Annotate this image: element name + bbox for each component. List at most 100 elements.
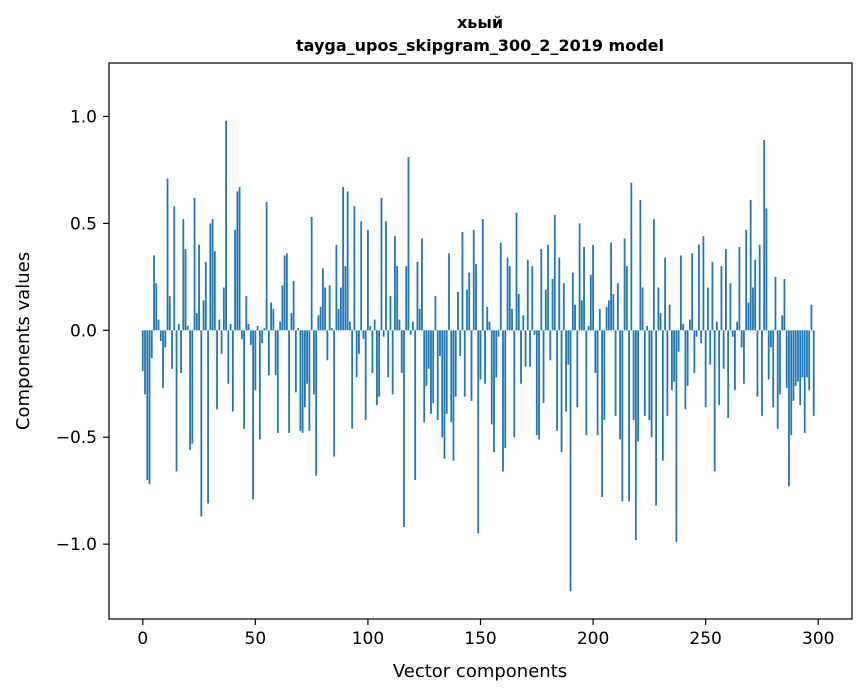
bar-238 (677, 330, 680, 352)
bar-234 (668, 304, 671, 331)
bar-192 (574, 304, 576, 331)
bar-60 (276, 330, 279, 433)
bar-206 (605, 306, 608, 331)
bar-236 (673, 330, 676, 382)
bar-82 (326, 330, 329, 361)
x-axis-label: Vector components (393, 661, 567, 682)
bar-173 (531, 266, 534, 331)
bar-164 (511, 308, 513, 331)
bar-37 (225, 120, 227, 331)
bar-263 (734, 330, 736, 391)
bar-128 (430, 330, 432, 414)
bar-3 (148, 330, 151, 485)
bar-167 (517, 293, 520, 331)
bar-58 (272, 308, 275, 331)
bar-291 (797, 330, 799, 382)
bar-5 (153, 255, 155, 331)
bar-90 (344, 266, 347, 331)
bar-31 (211, 219, 214, 331)
bar-97 (360, 221, 363, 331)
bar-216 (628, 330, 630, 502)
bar-224 (646, 326, 649, 331)
bar-273 (756, 330, 759, 397)
bar-248 (700, 330, 703, 344)
x-tick-label: 50 (245, 629, 267, 649)
bar-147 (472, 229, 475, 331)
bar-92 (349, 321, 351, 331)
x-tick-label: 300 (802, 629, 834, 649)
bar-84 (331, 328, 333, 331)
bar-183 (553, 214, 556, 331)
bar-21 (189, 330, 191, 451)
bar-264 (736, 321, 739, 331)
bar-137 (450, 330, 453, 423)
bar-233 (666, 330, 669, 416)
bar-281 (774, 276, 777, 331)
bar-276 (763, 139, 766, 331)
bar-129 (432, 330, 435, 404)
bar-231 (661, 330, 664, 461)
y-tick-label: −0.5 (56, 428, 97, 448)
bar-148 (475, 264, 477, 331)
x-tick-label: 0 (137, 629, 148, 649)
bar-226 (650, 330, 653, 438)
bar-99 (364, 330, 367, 421)
bar-52 (258, 330, 261, 440)
bar-297 (810, 304, 813, 331)
bar-295 (806, 330, 808, 378)
bar-161 (504, 330, 507, 448)
bar-75 (310, 216, 313, 331)
bar-139 (454, 330, 457, 397)
bar-27 (202, 300, 205, 331)
bar-235 (670, 330, 673, 391)
y-tick-label: 0.5 (70, 214, 97, 234)
bar-15 (175, 330, 178, 472)
bar-11 (166, 178, 169, 331)
bar-53 (261, 330, 263, 344)
bar-282 (776, 330, 779, 429)
bar-287 (788, 330, 790, 487)
bar-163 (508, 266, 511, 331)
bar-230 (659, 313, 662, 331)
y-axis-label: Components values (13, 252, 34, 430)
bar-270 (749, 199, 752, 331)
bar-293 (801, 330, 804, 378)
bar-237 (675, 330, 678, 543)
bar-30 (209, 223, 212, 331)
bar-123 (418, 308, 421, 331)
bar-212 (619, 330, 621, 440)
bar-229 (657, 287, 660, 331)
y-tick-label: −1.0 (56, 535, 97, 555)
bar-125 (423, 330, 426, 423)
bar-272 (754, 259, 757, 331)
bar-14 (173, 206, 176, 331)
bar-294 (803, 330, 806, 433)
bar-267 (743, 330, 745, 384)
bar-210 (614, 330, 617, 416)
bar-22 (191, 330, 194, 444)
bar-172 (529, 330, 531, 367)
bar-190 (569, 330, 572, 592)
bar-184 (556, 330, 558, 431)
bar-154 (488, 321, 491, 331)
bar-34 (218, 319, 221, 331)
bar-169 (522, 315, 525, 331)
bar-196 (583, 246, 585, 331)
bar-208 (610, 242, 612, 331)
bar-217 (630, 182, 633, 331)
bar-101 (369, 326, 372, 331)
bar-19 (184, 249, 187, 331)
bar-187 (562, 283, 565, 331)
bar-26 (200, 330, 203, 517)
bar-107 (382, 330, 385, 337)
bar-106 (380, 197, 383, 331)
bar-130 (434, 296, 437, 331)
bar-42 (236, 191, 239, 331)
bar-43 (238, 187, 241, 331)
bar-77 (315, 330, 318, 476)
bar-218 (632, 330, 635, 421)
bar-245 (693, 330, 696, 374)
bar-2 (146, 330, 149, 480)
bar-8 (159, 330, 162, 341)
bar-140 (457, 291, 459, 331)
